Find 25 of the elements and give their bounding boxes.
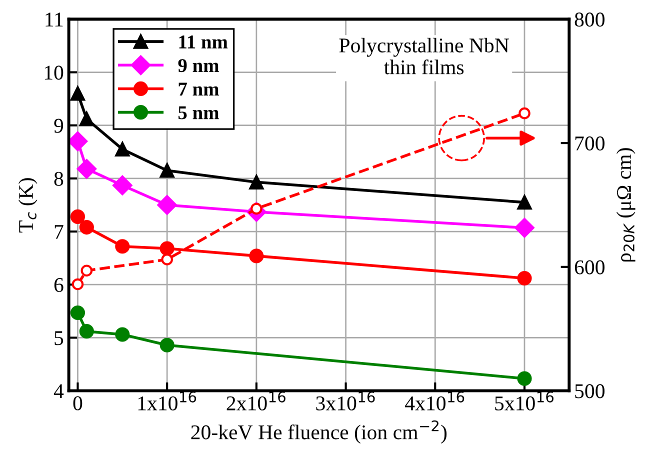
- y-tick-label: 10: [44, 66, 64, 80]
- y-tick-label: 8: [54, 172, 64, 186]
- y-axis-title: T$_{c}$ (K): [18, 178, 38, 233]
- y-tick-label: 11: [46, 12, 63, 26]
- legend-label: 7 nm: [178, 82, 219, 96]
- legend-label: 9 nm: [178, 59, 219, 72]
- legend-label: 11 nm: [179, 36, 228, 48]
- y2-tick-label: 500: [575, 384, 604, 398]
- y-tick-label: 4: [54, 384, 64, 398]
- y-tick-label: 7: [54, 225, 64, 239]
- y2-tick-label: 800: [574, 12, 604, 27]
- y-tick-label: 5: [54, 331, 64, 346]
- annotation: Polycrystalline NbN thin films: [339, 38, 509, 74]
- y2-tick-label: 600: [574, 260, 604, 274]
- x-tick-label: 2x10$^{16}$: [226, 391, 286, 410]
- y-tick-label: 9: [54, 118, 64, 133]
- y2-tick-label: 700: [575, 136, 604, 150]
- x-tick-label: 5x10$^{16}$: [495, 391, 554, 410]
- x-tick-label: 4x10$^{16}$: [405, 391, 464, 410]
- x-tick-label: 0: [73, 396, 82, 410]
- x-axis-title: 20-keV He fluence (ion cm$^{−2}$): [191, 420, 447, 444]
- y-tick-label: 6: [54, 278, 64, 292]
- x-tick-label: 1x10$^{16}$: [138, 391, 196, 410]
- legend-label: 5 nm: [178, 106, 219, 120]
- y2-axis-title: ρ$_{20K}$ (μΩ cm): [616, 148, 636, 262]
